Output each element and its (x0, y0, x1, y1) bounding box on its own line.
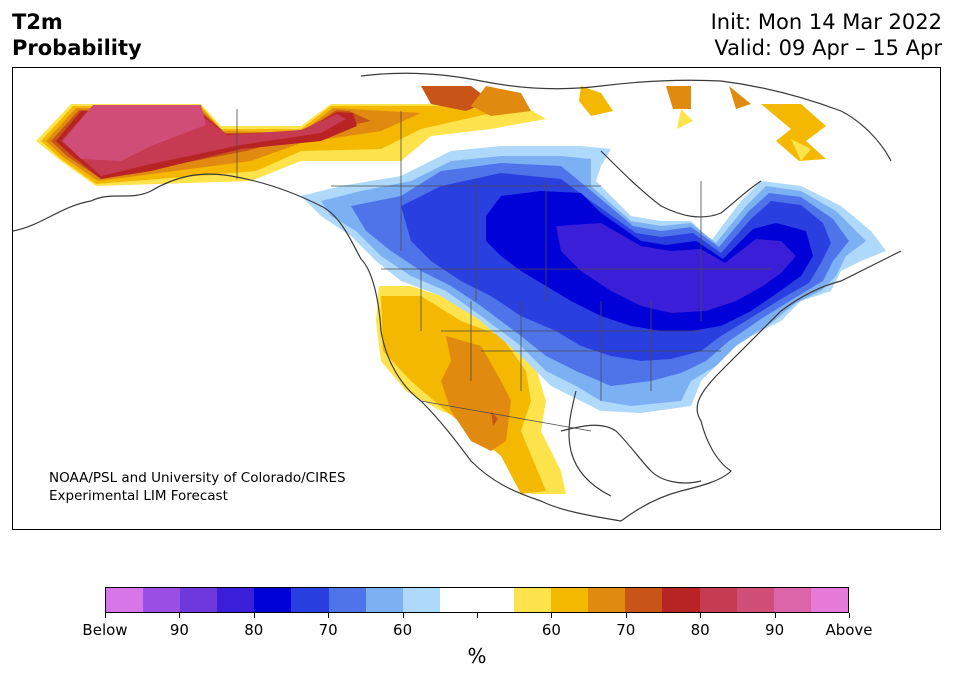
warm-region-southwest (376, 286, 566, 494)
colorbar-unit: % (467, 644, 487, 668)
title-quantity: Probability (12, 36, 142, 60)
colorbar-segment (699, 588, 737, 612)
forecast-map: NOAA/PSL and University of Colorado/CIRE… (12, 67, 941, 530)
colorbar-segment (291, 588, 329, 612)
colorbar-segment (662, 588, 700, 612)
colorbar-tick (253, 613, 255, 618)
colorbar-segment (402, 588, 440, 612)
colorbar-tick (700, 613, 702, 618)
colorbar-tick-label: 90 (765, 621, 785, 639)
colorbar-tick (774, 613, 776, 618)
colorbar-segment (625, 588, 663, 612)
colorbar-tick-label: 70 (318, 621, 338, 639)
forecast-dates: Init: Mon 14 Mar 2022 Valid: 09 Apr – 15… (711, 9, 942, 61)
credit-line-2: Experimental LIM Forecast (49, 488, 228, 504)
colorbar-tick (105, 613, 106, 618)
colorbar-tick-label: 90 (169, 621, 189, 639)
colorbar-segment (143, 588, 181, 612)
colorbar-tick (625, 613, 627, 618)
colorbar-segment (773, 588, 811, 612)
colorbar-tick-label: 80 (244, 621, 264, 639)
credit-line-1: NOAA/PSL and University of Colorado/CIRE… (49, 470, 346, 486)
colorbar-tick (179, 613, 181, 618)
colorbar-segment (217, 588, 255, 612)
map-canvas (13, 72, 902, 522)
colorbar-tick-label: 60 (541, 621, 561, 639)
colorbar-tick-label: Below (82, 621, 128, 639)
colorbar-tick-label: 80 (690, 621, 710, 639)
valid-range: Valid: 09 Apr – 15 Apr (714, 36, 942, 60)
cold-region (301, 146, 886, 413)
colorbar-segment (328, 588, 366, 612)
colorbar-segment (476, 588, 515, 612)
colorbar-segment (254, 588, 292, 612)
credit-text: NOAA/PSL and University of Colorado/CIRE… (49, 469, 346, 505)
colorbar-segment (514, 588, 552, 612)
colorbar-segment (439, 588, 477, 612)
colorbar-segment (810, 588, 848, 612)
colorbar-segment (106, 588, 144, 612)
coastlines (13, 72, 902, 522)
colorbar-tick-label: 60 (393, 621, 413, 639)
colorbar-tick (551, 613, 553, 618)
init-date: Init: Mon 14 Mar 2022 (710, 10, 942, 34)
colorbar-tick-label: 70 (616, 621, 636, 639)
colorbar-segment (736, 588, 774, 612)
warm-region-north (36, 86, 826, 186)
colorbar-segment (365, 588, 403, 612)
colorbar (105, 587, 849, 613)
map-title: T2m Probability (12, 9, 142, 61)
colorbar-segment (180, 588, 218, 612)
colorbar-tick (477, 613, 478, 618)
colorbar-tick (402, 613, 404, 618)
colorbar-segment (588, 588, 626, 612)
colorbar-tick (328, 613, 330, 618)
title-variable: T2m (12, 10, 63, 34)
political-borders (236, 109, 771, 432)
colorbar-tick (849, 613, 850, 618)
colorbar-tick-label: Above (825, 621, 873, 639)
colorbar-segment (551, 588, 589, 612)
